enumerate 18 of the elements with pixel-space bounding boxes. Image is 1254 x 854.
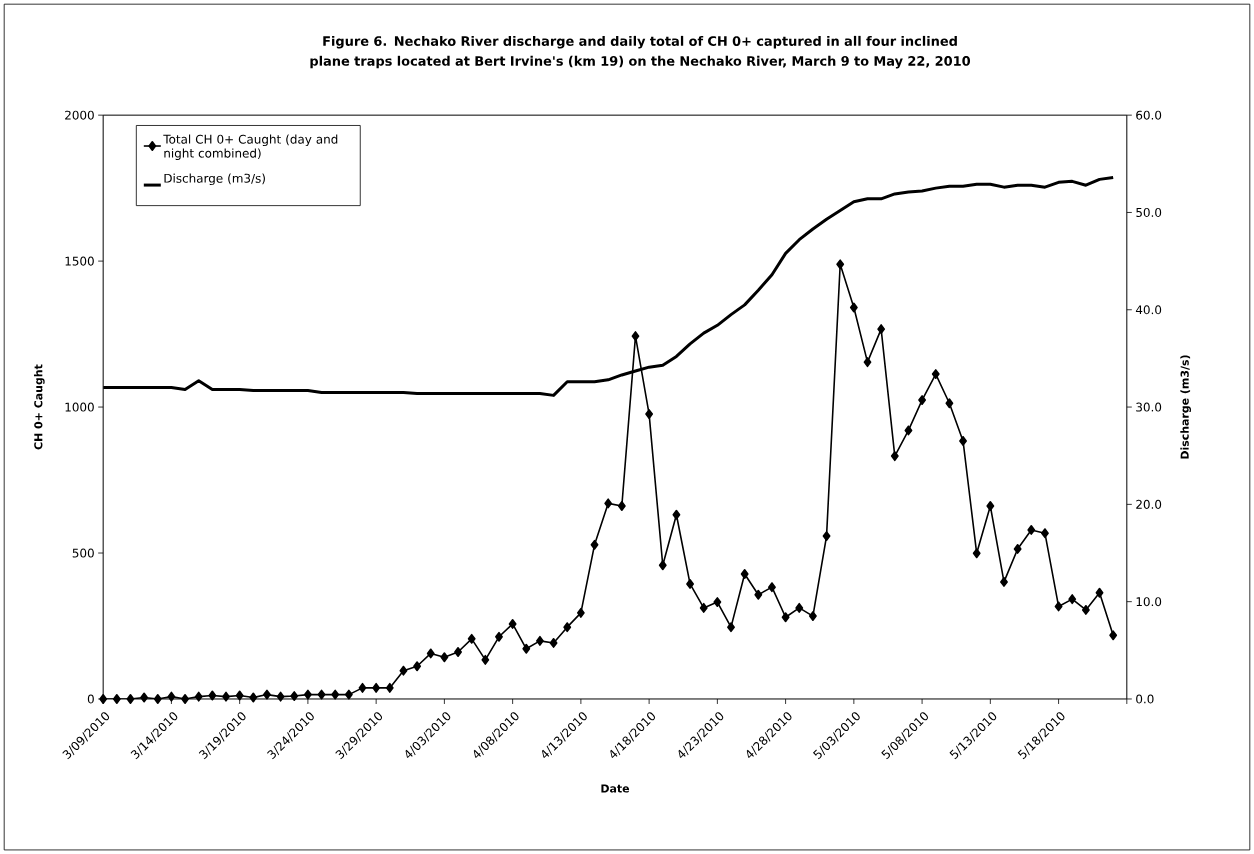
y2-tick-label: 50.0: [1136, 207, 1162, 217]
y-tick-label: 2000: [65, 110, 94, 120]
legend-label: Total CH 0+ Caught (day and night combined): [163, 134, 338, 160]
legend-label: Discharge (m3/s): [164, 173, 265, 186]
chart-title: Figure 6. Nechako River discharge and daily total of CH 0+ captured in all four inclined plane traps located at Bert Irvine's (km 19) on the Nechako River, March 9 to May 22, 2010: [310, 35, 971, 69]
y2-tick-label: 60.0: [1136, 110, 1162, 120]
y-tick-label: 1500: [65, 256, 94, 266]
y-tick-label: 500: [72, 548, 94, 558]
y-axis-title: CH 0+ Caught: [33, 364, 45, 450]
x-axis-title: Date: [601, 784, 630, 793]
y2-axis-title: Discharge (m3/s): [1180, 355, 1192, 459]
y2-tick-label: 20.0: [1136, 499, 1162, 509]
y2-tick-label: 30.0: [1136, 402, 1162, 412]
y2-tick-label: 0.0: [1136, 694, 1154, 704]
y2-tick-label: 40.0: [1135, 305, 1162, 315]
y-tick-label: 1000: [65, 402, 94, 412]
y-tick-label: 0: [87, 694, 94, 704]
y2-tick-label: 10.0: [1136, 597, 1162, 607]
